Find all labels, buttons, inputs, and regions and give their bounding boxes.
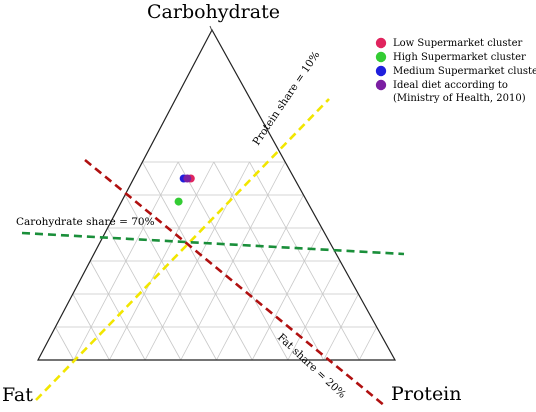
legend-label-2: Medium Supermarket cluster [393, 66, 536, 77]
ternary-grid [55, 161, 378, 361]
grid-line-protein [216, 194, 304, 361]
vertex-label-fat: Fat [2, 384, 33, 406]
data-point-3 [183, 174, 192, 183]
reference-line-protein [35, 98, 330, 401]
grid-line-fat [124, 194, 217, 361]
reference-label-carbohydrate: Carohydrate share = 70% [16, 216, 155, 228]
legend-marker-1 [375, 51, 387, 63]
reference-label-protein: Protein share = 10% [251, 49, 323, 148]
legend: Low Supermarket cluster High Supermarket … [375, 37, 536, 104]
data-point-1 [174, 197, 183, 206]
grid-line-fat [89, 260, 146, 361]
grid-line-fat [55, 326, 75, 361]
legend-marker-0 [375, 37, 387, 49]
grid-line-protein [287, 260, 341, 361]
grid-line-fat [107, 227, 182, 361]
grid-line-protein [323, 293, 359, 361]
vertex-label-protein: Protein [391, 383, 462, 405]
reference-line-fat [84, 158, 386, 408]
grid-line-protein [358, 326, 378, 361]
legend-label-1: High Supermarket cluster [393, 52, 526, 63]
legend-label-0: Low Supermarket cluster [393, 38, 522, 49]
data-points [174, 174, 195, 206]
legend-marker-2 [375, 65, 387, 77]
legend-marker-3 [375, 79, 387, 91]
legend-label-3: Ideal diet according to [393, 80, 508, 91]
vertex-label-carbohydrate: Carbohydrate [147, 1, 280, 23]
ternary-triangle-outline [37, 28, 397, 361]
grid-line-fat [72, 293, 110, 361]
top-vertex-tick [209, 25, 213, 32]
reference-line-carbohydrate [21, 231, 405, 256]
legend-label-3: (Ministry of Health, 2010) [393, 93, 526, 104]
reference-lines [21, 98, 405, 408]
